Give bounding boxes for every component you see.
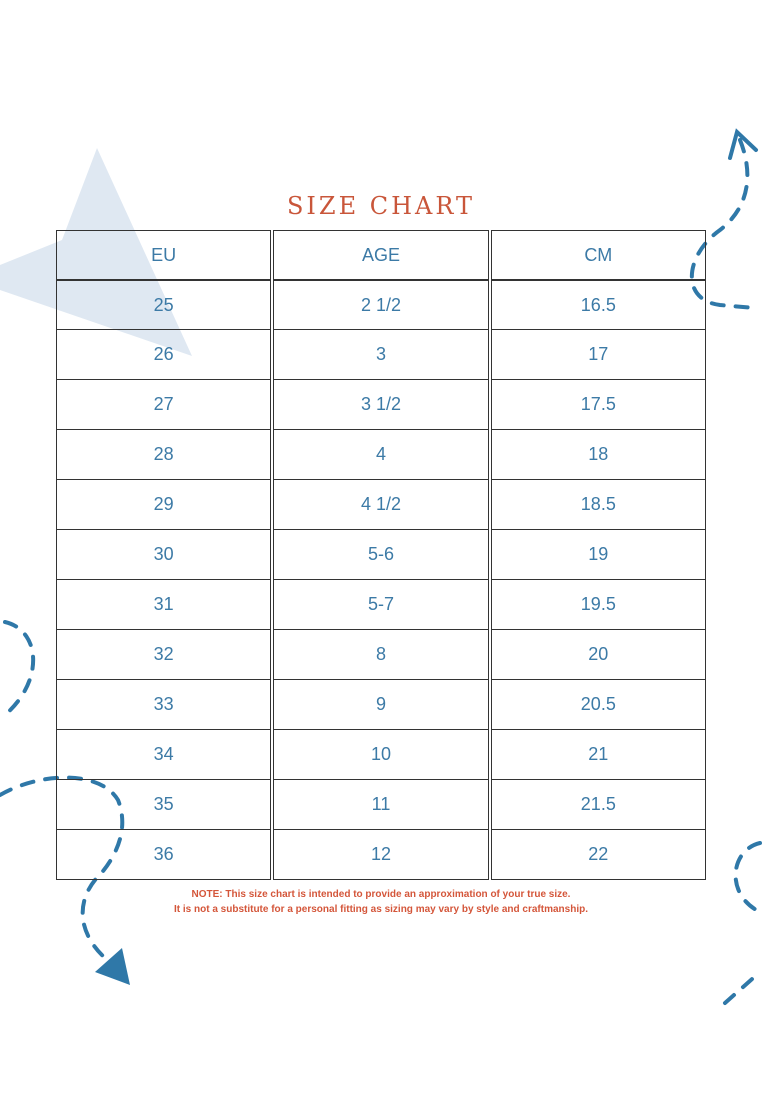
cell-eu: 36	[56, 830, 272, 880]
cell-cm: 16.5	[490, 280, 706, 330]
cell-cm: 18	[490, 430, 706, 480]
table-row: 30 5-6 19	[56, 530, 706, 580]
cell-age: 3 1/2	[273, 380, 489, 430]
dashed-arc-left	[3, 620, 36, 717]
table-row: 26 3 17	[56, 330, 706, 380]
cell-eu: 35	[56, 780, 272, 830]
cell-eu: 30	[56, 530, 272, 580]
cell-eu: 28	[56, 430, 272, 480]
table-row: 32 8 20	[56, 630, 706, 680]
cell-age: 12	[273, 830, 489, 880]
arrowhead-top-right	[728, 128, 758, 160]
table-row: 25 2 1/2 16.5	[56, 280, 706, 330]
header-age: AGE	[273, 230, 489, 280]
note-line-1: NOTE: This size chart is intended to pro…	[191, 889, 571, 900]
table-row: 28 4 18	[56, 430, 706, 480]
table-row: 27 3 1/2 17.5	[56, 380, 706, 430]
dashed-arrow-top-right	[689, 138, 757, 310]
cell-eu: 25	[56, 280, 272, 330]
cell-age: 8	[273, 630, 489, 680]
cell-cm: 20	[490, 630, 706, 680]
table-row: 31 5-7 19.5	[56, 580, 706, 630]
cell-eu: 27	[56, 380, 272, 430]
note-line-2: It is not a substitute for a personal fi…	[174, 904, 588, 915]
cell-age: 2 1/2	[273, 280, 489, 330]
cell-cm: 21.5	[490, 780, 706, 830]
cell-cm: 22	[490, 830, 706, 880]
cell-eu: 29	[56, 480, 272, 530]
cell-eu: 33	[56, 680, 272, 730]
cell-cm: 17.5	[490, 380, 706, 430]
size-table: EU AGE CM 25 2 1/2 16.5 26 3 17 27 3 1/2 17.5 28 4…	[56, 230, 706, 880]
cell-eu: 31	[56, 580, 272, 630]
cell-cm: 17	[490, 330, 706, 380]
cell-eu: 32	[56, 630, 272, 680]
page-title: SIZE CHART	[286, 192, 476, 220]
cell-cm: 18.5	[490, 480, 706, 530]
dashed-line-bottom-right	[723, 970, 762, 1005]
cell-age: 10	[273, 730, 489, 780]
background-triangle	[0, 148, 192, 356]
cell-age: 5-7	[273, 580, 489, 630]
size-note: NOTE: This size chart is intended to pro…	[0, 887, 762, 917]
table-row: 33 9 20.5	[56, 680, 706, 730]
cell-age: 9	[273, 680, 489, 730]
cell-age: 5-6	[273, 530, 489, 580]
cell-age: 4	[273, 430, 489, 480]
cell-age: 11	[273, 780, 489, 830]
header-eu: EU	[56, 230, 272, 280]
cell-age: 4 1/2	[273, 480, 489, 530]
arrowhead-bottom-left	[95, 948, 130, 985]
cell-cm: 21	[490, 730, 706, 780]
table-row: 36 12 22	[56, 830, 706, 880]
cell-cm: 20.5	[490, 680, 706, 730]
table-row: 35 11 21.5	[56, 780, 706, 830]
table-row: 29 4 1/2 18.5	[56, 480, 706, 530]
header-cm: CM	[490, 230, 706, 280]
cell-eu: 34	[56, 730, 272, 780]
dashed-arc-right	[733, 841, 762, 914]
cell-cm: 19	[490, 530, 706, 580]
cell-cm: 19.5	[490, 580, 706, 630]
cell-eu: 26	[56, 330, 272, 380]
cell-age: 3	[273, 330, 489, 380]
table-header-row: EU AGE CM	[56, 230, 706, 280]
table-row: 34 10 21	[56, 730, 706, 780]
